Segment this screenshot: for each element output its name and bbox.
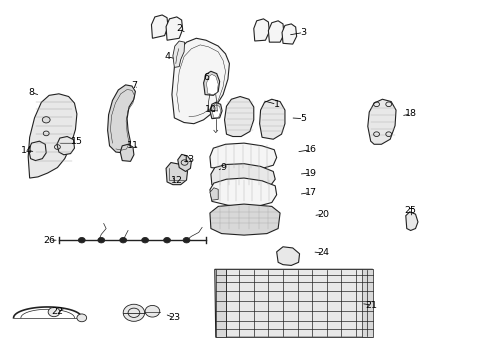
- Polygon shape: [224, 96, 254, 136]
- Polygon shape: [203, 71, 220, 95]
- Text: 22: 22: [51, 307, 63, 316]
- Text: 21: 21: [366, 301, 378, 310]
- Circle shape: [145, 305, 160, 317]
- Text: 11: 11: [127, 140, 139, 149]
- Text: 19: 19: [305, 168, 317, 177]
- Polygon shape: [151, 15, 168, 38]
- Polygon shape: [210, 188, 218, 200]
- Polygon shape: [215, 269, 373, 337]
- Circle shape: [164, 238, 171, 243]
- Text: 12: 12: [171, 176, 183, 185]
- Text: 9: 9: [220, 163, 226, 172]
- Polygon shape: [368, 99, 396, 144]
- Text: 16: 16: [305, 145, 317, 154]
- Polygon shape: [282, 24, 296, 44]
- Text: 14: 14: [21, 145, 33, 154]
- Polygon shape: [254, 19, 270, 41]
- Circle shape: [78, 238, 85, 243]
- Polygon shape: [212, 105, 220, 118]
- Text: 1: 1: [274, 100, 280, 109]
- Polygon shape: [57, 136, 74, 155]
- Polygon shape: [108, 85, 135, 153]
- Text: 17: 17: [305, 188, 317, 197]
- Polygon shape: [28, 94, 77, 178]
- Circle shape: [120, 238, 126, 243]
- Polygon shape: [260, 99, 285, 139]
- Circle shape: [123, 304, 145, 321]
- Text: 23: 23: [168, 313, 180, 322]
- Polygon shape: [120, 144, 134, 161]
- Text: 8: 8: [28, 88, 35, 97]
- Polygon shape: [172, 38, 229, 124]
- Circle shape: [142, 238, 148, 243]
- Polygon shape: [362, 269, 373, 337]
- Text: 26: 26: [43, 236, 55, 245]
- Text: 24: 24: [317, 248, 329, 257]
- Text: 25: 25: [405, 206, 416, 215]
- Text: 7: 7: [131, 81, 137, 90]
- Text: 5: 5: [300, 114, 306, 123]
- Text: 4: 4: [164, 52, 170, 61]
- Polygon shape: [210, 204, 280, 235]
- Circle shape: [77, 314, 87, 322]
- Polygon shape: [173, 41, 185, 67]
- Text: 10: 10: [205, 105, 217, 114]
- Text: 18: 18: [405, 109, 416, 118]
- Text: 6: 6: [203, 73, 209, 82]
- Polygon shape: [210, 143, 277, 170]
- Text: 20: 20: [317, 210, 329, 219]
- Polygon shape: [210, 178, 277, 207]
- Polygon shape: [178, 154, 192, 171]
- Text: 15: 15: [71, 138, 83, 147]
- Polygon shape: [269, 21, 284, 42]
- Polygon shape: [211, 164, 275, 189]
- Text: 13: 13: [183, 155, 195, 164]
- Circle shape: [98, 238, 105, 243]
- Polygon shape: [166, 162, 188, 185]
- Text: 2: 2: [176, 24, 182, 33]
- Circle shape: [42, 117, 50, 123]
- Circle shape: [48, 307, 60, 317]
- Circle shape: [183, 238, 190, 243]
- Polygon shape: [210, 102, 222, 119]
- Polygon shape: [406, 212, 418, 230]
- Polygon shape: [29, 141, 46, 161]
- Text: 3: 3: [300, 28, 307, 37]
- Polygon shape: [277, 247, 299, 265]
- Polygon shape: [206, 75, 218, 95]
- Polygon shape: [216, 269, 226, 337]
- Polygon shape: [166, 17, 183, 40]
